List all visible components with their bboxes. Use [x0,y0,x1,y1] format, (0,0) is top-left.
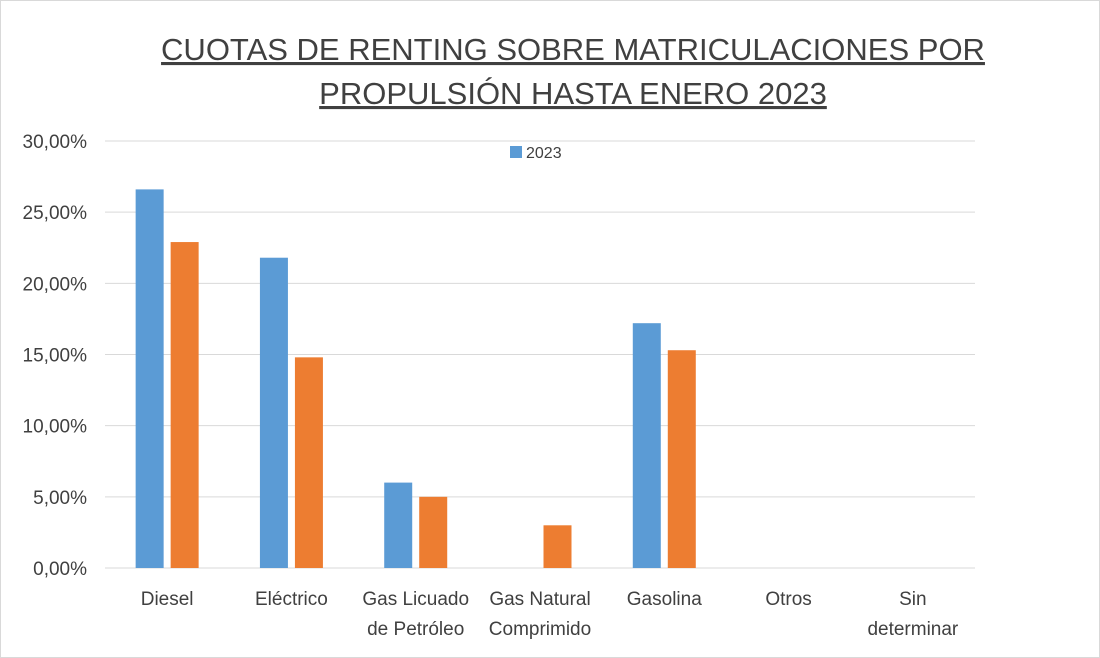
chart-title: CUOTAS DE RENTING SOBRE MATRICULACIONES … [161,32,985,111]
bar [632,323,661,568]
legend-swatch [510,146,522,158]
y-tick-label: 10,00% [23,417,88,438]
bar [294,357,323,568]
bar [543,525,572,568]
bar [259,257,288,568]
legend: 2023 [510,145,562,162]
bars [135,189,696,569]
bar [667,350,696,568]
y-tick-label: 25,00% [23,203,88,224]
y-tick-label: 0,00% [33,559,87,580]
x-category-label: Diesel [141,589,194,610]
chart-title-line-1: CUOTAS DE RENTING SOBRE MATRICULACIONES … [161,32,985,67]
x-category-label: de Petróleo [367,619,464,640]
x-category-label: Sin [899,589,926,610]
bar [384,482,413,568]
x-category-label: Comprimido [489,619,591,640]
x-category-label: Gasolina [627,589,702,610]
y-axis-tick-labels: 0,00% 5,00% 10,00% 15,00% 20,00% 25,00% 30,00% [23,132,88,580]
bar [419,496,448,568]
y-tick-label: 20,00% [23,274,88,295]
x-category-label: determinar [867,619,958,640]
bar [135,189,164,569]
x-category-label: Otros [765,589,811,610]
y-tick-label: 15,00% [23,346,88,367]
x-category-label: Gas Natural [489,589,590,610]
chart-title-line-2: PROPULSIÓN HASTA ENERO 2023 [319,76,827,111]
y-tick-label: 5,00% [33,488,87,509]
x-category-label: Gas Licuado [362,589,469,610]
x-category-label: Eléctrico [255,589,328,610]
bar [170,242,199,568]
y-tick-label: 30,00% [23,132,88,153]
legend-label: 2023 [526,145,562,162]
x-axis-category-labels: Diesel Eléctrico Gas Licuado de Petróleo Gas… [141,589,959,640]
gridlines [105,140,975,569]
